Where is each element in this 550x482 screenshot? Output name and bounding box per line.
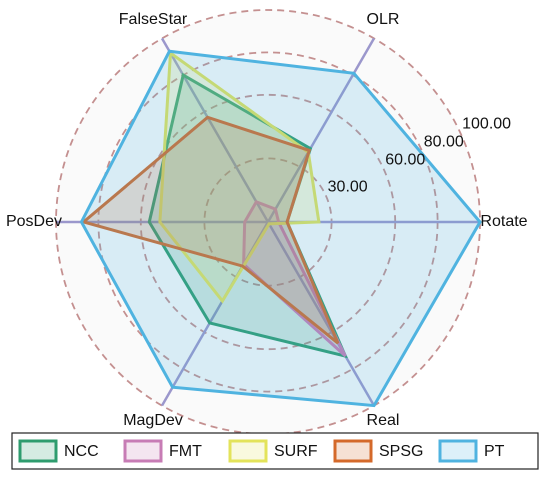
axis-label: Real [367,412,400,429]
axis-label: PosDev [6,213,62,230]
legend-label: SURF [274,443,318,460]
legend-label: FMT [169,443,202,460]
legend-swatch [228,439,268,463]
legend: NCC FMT SURF SPSG PT [18,439,505,463]
axis-label: OLR [367,11,400,28]
series-area [242,199,347,358]
r-tick-label: 100.00 [462,116,511,133]
legend-label: SPSG [379,443,423,460]
series-layer [79,49,482,408]
axis-line [266,221,376,407]
axis-line [266,37,376,223]
series-area [79,49,482,408]
axis-label: MagDev [123,412,183,429]
legend-swatch [123,439,163,463]
series-area [80,115,340,345]
r-tick-label: 80.00 [424,134,464,151]
axis-line [160,37,270,223]
axis-label: Rotate [480,213,527,230]
axis-label: FalseStar [119,11,188,28]
legend-label: NCC [64,443,99,460]
legend-swatch [333,439,373,463]
legend-label: PT [484,443,505,460]
legend-swatch [18,439,58,463]
r-tick-label: 60.00 [385,151,425,168]
legend-box [11,432,539,470]
r-tick-label: 30.00 [328,178,368,195]
legend-swatch [438,439,478,463]
grid-layer [55,9,481,435]
